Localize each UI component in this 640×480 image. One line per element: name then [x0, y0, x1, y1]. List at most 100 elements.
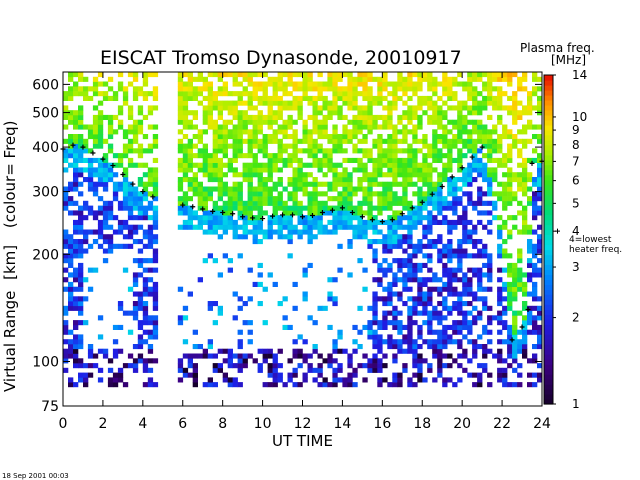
heat-cell: [422, 167, 428, 173]
heat-cell: [78, 248, 84, 254]
heat-cell: [287, 100, 293, 106]
heat-cell: [437, 348, 443, 354]
heat-cell: [522, 286, 528, 292]
heat-cell: [377, 281, 383, 287]
heat-cell: [497, 191, 503, 197]
heat-cell: [117, 205, 124, 211]
heat-cell: [73, 167, 79, 173]
heat-cell: [68, 353, 74, 359]
heat-cell: [517, 363, 523, 369]
heat-cell: [497, 143, 503, 149]
heat-cell: [397, 329, 403, 335]
heat-cell: [147, 181, 154, 187]
heat-cell: [367, 200, 373, 206]
heat-cell: [527, 124, 533, 130]
heat-cell: [482, 172, 488, 178]
heat-cell: [512, 172, 518, 178]
heat-cell: [267, 76, 273, 82]
heat-cell: [387, 291, 393, 297]
heat-cell: [502, 253, 508, 259]
heat-cell: [362, 353, 368, 359]
heat-cell: [227, 363, 233, 369]
heat-cell: [267, 367, 273, 373]
heat-cell: [362, 162, 368, 168]
x-tick-label: 20: [453, 416, 471, 432]
heat-cell: [477, 219, 483, 225]
heat-cell: [432, 138, 438, 144]
heat-cell: [372, 143, 378, 149]
heat-cell: [227, 157, 233, 163]
trace-point: [449, 174, 455, 180]
heat-cell: [292, 205, 298, 211]
heat-cell: [202, 215, 208, 221]
heat-cell: [417, 334, 423, 340]
heat-cell: [242, 86, 248, 92]
heat-cell: [477, 196, 483, 202]
trace-point: [220, 210, 226, 216]
heat-cell: [252, 91, 258, 97]
heat-cell: [407, 148, 413, 154]
heat-cell: [137, 153, 144, 159]
heat-cell: [217, 205, 223, 211]
heat-cell: [462, 138, 468, 144]
heat-cell: [402, 91, 408, 97]
heat-cell: [142, 181, 149, 187]
heat-cell: [152, 320, 159, 326]
colorbar-segment: [544, 399, 553, 405]
heat-cell: [322, 129, 328, 135]
heat-cell: [287, 153, 293, 159]
heat-cell: [362, 324, 368, 330]
heat-cell: [252, 162, 258, 168]
heat-cell: [192, 86, 198, 92]
heat-cell: [287, 114, 293, 120]
heat-cell: [527, 243, 533, 249]
heat-cell: [257, 72, 263, 78]
heat-cell: [437, 186, 443, 192]
heat-cell: [272, 181, 278, 187]
heat-cell: [537, 157, 543, 163]
heat-cell: [342, 377, 348, 383]
heat-cell: [487, 305, 493, 311]
heat-cell: [327, 229, 333, 235]
heat-cell: [197, 153, 203, 159]
heat-cell: [217, 143, 223, 149]
heat-cell: [217, 367, 223, 373]
heat-cell: [177, 157, 184, 163]
heat-cell: [462, 153, 468, 159]
heat-cell: [392, 200, 398, 206]
heat-cell: [432, 186, 438, 192]
heat-cell: [152, 324, 159, 330]
heat-cell: [512, 277, 518, 283]
heat-cell: [512, 191, 518, 197]
heat-cell: [327, 277, 333, 283]
heat-cell: [242, 119, 248, 125]
heat-cell: [467, 339, 473, 345]
heat-cell: [462, 86, 468, 92]
heat-cell: [327, 100, 333, 106]
heat-cell: [242, 205, 248, 211]
heat-cell: [512, 215, 518, 221]
heat-cell: [522, 281, 528, 287]
heat-cell: [432, 191, 438, 197]
heat-cell: [482, 253, 488, 259]
heat-cell: [202, 205, 208, 211]
heat-cell: [497, 100, 503, 106]
colorbar-frame: [543, 74, 554, 405]
heat-cell: [327, 86, 333, 92]
heat-cell: [437, 358, 443, 364]
heat-cell: [68, 377, 74, 383]
heat-cell: [312, 210, 318, 216]
heat-cell: [517, 253, 523, 259]
heat-cell: [402, 215, 408, 221]
heat-cell: [507, 296, 513, 302]
heat-cell: [252, 281, 258, 287]
heat-cell: [437, 177, 443, 183]
heat-cell: [437, 200, 443, 206]
colorbar-segment: [544, 294, 553, 300]
heat-cell: [452, 143, 458, 149]
heat-cell: [257, 367, 263, 373]
heat-cell: [472, 200, 478, 206]
heat-cell: [277, 229, 283, 235]
heat-cell: [97, 100, 104, 106]
heat-cell: [192, 210, 198, 216]
